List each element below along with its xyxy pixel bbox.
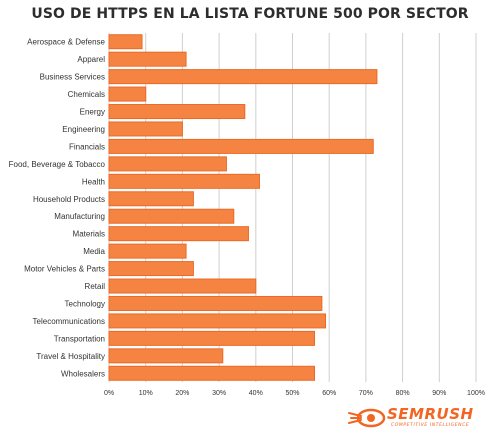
category-label: Wholesalers — [61, 369, 105, 378]
category-label: Chemicals — [68, 90, 105, 99]
category-label: Media — [83, 247, 105, 256]
category-label: Aerospace & Defense — [27, 38, 105, 47]
x-tick-label: 100% — [467, 390, 485, 397]
semrush-logo: SEMRUSH COMPETITIVE INTELLIGENCE — [347, 404, 492, 432]
flame-icon — [348, 408, 386, 428]
gridlines — [108, 33, 477, 382]
bar — [108, 348, 224, 364]
bar — [108, 191, 194, 207]
x-tick-label: 70% — [359, 390, 373, 397]
bar — [108, 278, 257, 294]
bar — [108, 243, 187, 259]
bar — [108, 138, 374, 154]
bar — [108, 69, 378, 85]
category-label: Engineering — [62, 125, 105, 134]
category-label: Motor Vehicles & Parts — [24, 265, 105, 274]
x-tick-label: 60% — [322, 390, 336, 397]
category-label: Household Products — [33, 195, 105, 204]
bar — [108, 295, 323, 311]
category-label: Materials — [73, 230, 105, 239]
category-label: Health — [82, 177, 105, 186]
bar — [108, 261, 194, 277]
bar — [108, 173, 260, 189]
x-tick-label: 10% — [139, 390, 153, 397]
bar — [108, 226, 249, 242]
x-tick-label: 0% — [104, 390, 114, 397]
logo-tagline: COMPETITIVE INTELLIGENCE — [391, 423, 470, 428]
x-tick-label: 90% — [432, 390, 446, 397]
bar — [108, 121, 183, 137]
logo-wordmark: SEMRUSH — [387, 405, 474, 423]
x-tick-label: 80% — [396, 390, 410, 397]
bar — [108, 51, 187, 67]
x-tick-label: 30% — [212, 390, 226, 397]
bars — [108, 34, 378, 381]
category-labels: Aerospace & Defense Apparel Business Servi… — [9, 38, 106, 379]
category-label: Travel & Hospitality — [36, 352, 105, 361]
bar — [108, 156, 227, 172]
category-label: Business Services — [40, 73, 105, 82]
category-label: Apparel — [77, 55, 105, 64]
bar — [108, 104, 246, 120]
category-label: Telecommunications — [33, 317, 105, 326]
bar — [108, 208, 235, 224]
category-label: Transportation — [54, 334, 105, 343]
category-label: Retail — [85, 282, 106, 291]
bar — [108, 330, 316, 346]
bar — [108, 34, 143, 50]
category-label: Manufacturing — [54, 212, 105, 221]
chart-title: USO DE HTTPS EN LA LISTA FORTUNE 500 POR… — [31, 6, 469, 22]
category-label: Food, Beverage & Tobacco — [9, 160, 106, 169]
bar — [108, 313, 327, 329]
x-axis-tick-labels: 0% 10% 20% 30% 40% 50% 60% 70% 80% 90% 100% — [104, 390, 485, 397]
category-label: Energy — [80, 108, 105, 117]
bar — [108, 365, 316, 381]
category-label: Financials — [69, 142, 105, 151]
category-label: Technology — [65, 299, 105, 308]
x-tick-label: 50% — [285, 390, 299, 397]
bar — [108, 86, 147, 102]
x-tick-label: 20% — [175, 390, 189, 397]
x-tick-label: 40% — [249, 390, 263, 397]
